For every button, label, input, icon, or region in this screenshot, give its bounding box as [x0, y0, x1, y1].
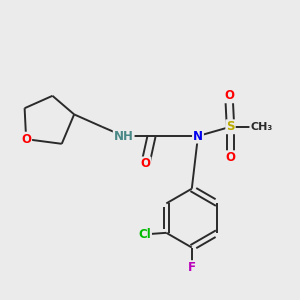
Text: O: O [226, 151, 236, 164]
Text: N: N [193, 130, 203, 142]
Text: O: O [21, 133, 31, 146]
Text: CH₃: CH₃ [250, 122, 273, 132]
Text: NH: NH [114, 130, 134, 142]
Text: O: O [140, 158, 150, 170]
Text: F: F [188, 261, 196, 274]
Text: S: S [226, 120, 235, 133]
Text: O: O [224, 89, 234, 102]
Text: Cl: Cl [138, 228, 151, 241]
